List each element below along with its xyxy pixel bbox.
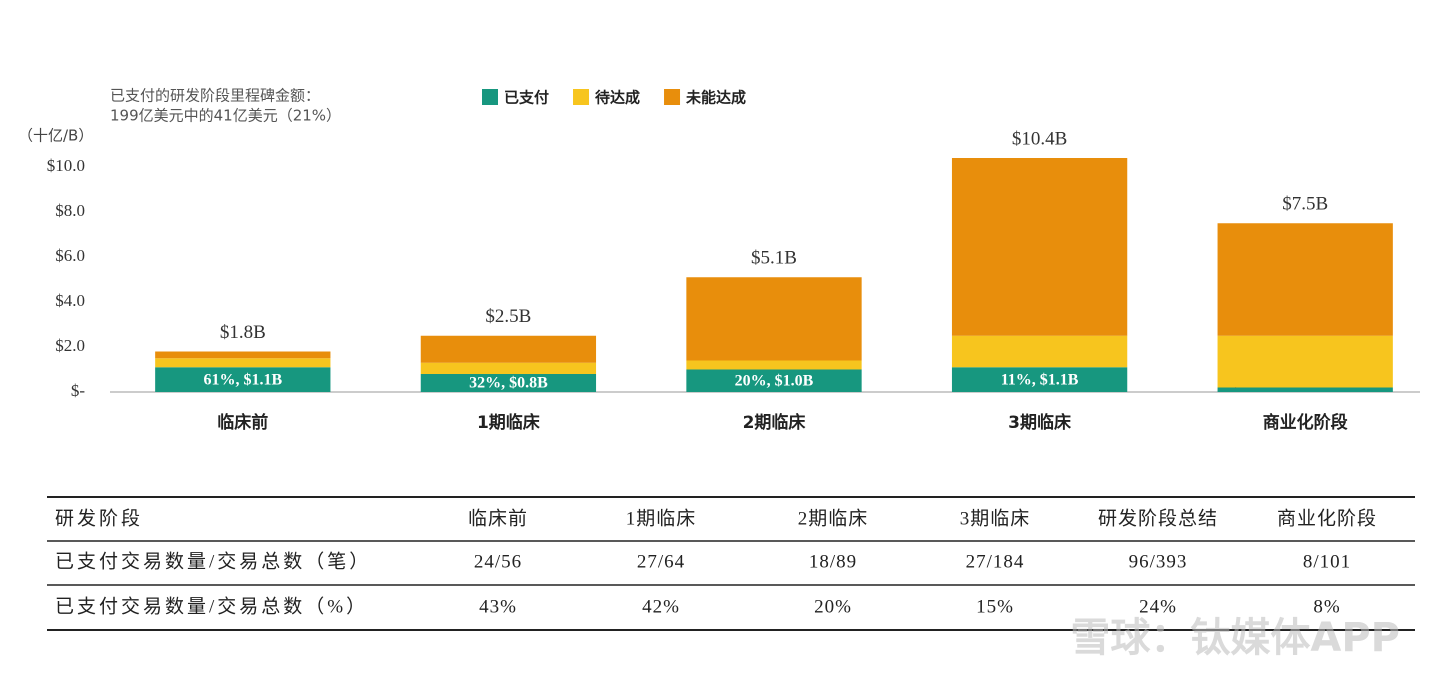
- bar-segment: [155, 358, 331, 368]
- legend-swatch: [664, 89, 681, 105]
- table-header: 1期临床: [626, 507, 697, 529]
- table-cell: 20%: [814, 596, 852, 617]
- legend-label: 待达成: [595, 89, 640, 107]
- table-cell: 24%: [1139, 596, 1177, 617]
- y-tick-label: $6.0: [55, 246, 85, 265]
- bar-segment: [155, 367, 331, 392]
- bar-segment: [1217, 335, 1393, 388]
- table-cell: 已支付交易数量/交易总数（笔）: [55, 550, 371, 572]
- bar-segment: [420, 362, 597, 374]
- legend-swatch: [482, 89, 498, 105]
- segment-label: 32%, $0.8B: [469, 375, 548, 392]
- bar-segment: [951, 367, 1128, 392]
- total-label: $10.4B: [1012, 128, 1067, 149]
- legend-swatch: [573, 89, 590, 105]
- table-header: 研发阶段总结: [1098, 507, 1218, 529]
- table-cell: 24/56: [474, 551, 522, 572]
- table-cell: 已支付交易数量/交易总数（%）: [55, 595, 368, 617]
- total-label: $2.5B: [485, 306, 531, 327]
- bar-segment: [1217, 387, 1393, 392]
- watermark: 雪球：钛媒体APP: [1070, 615, 1400, 661]
- subtitle: 已支付的研发阶段里程碑金额：: [110, 87, 320, 105]
- bar-segment: [1217, 223, 1393, 336]
- bar-segment: [420, 335, 597, 363]
- bar-segment: [951, 158, 1128, 336]
- bar-segment: [686, 277, 862, 361]
- x-tick-label: 2期临床: [743, 412, 807, 433]
- table-cell: 8%: [1313, 596, 1340, 617]
- segment-label: 11%, $1.1B: [1001, 371, 1079, 388]
- table-cell: 43%: [479, 596, 517, 617]
- y-tick-label: $-: [71, 381, 86, 400]
- y-tick-label: $10.0: [47, 156, 85, 175]
- table-cell: 18/89: [809, 551, 857, 572]
- x-tick-label: 3期临床: [1008, 412, 1072, 433]
- y-tick-label: $2.0: [55, 336, 85, 355]
- legend-label: 已支付: [504, 89, 549, 107]
- total-label: $5.1B: [751, 248, 797, 269]
- table-header: 2期临床: [798, 507, 869, 529]
- subtitle: 199亿美元中的41亿美元（21%）: [110, 107, 341, 125]
- x-tick-label: 商业化阶段: [1263, 412, 1348, 433]
- y-tick-label: $8.0: [55, 201, 85, 220]
- table-header: 3期临床: [960, 507, 1031, 529]
- table-cell: 8/101: [1303, 551, 1351, 572]
- x-tick-label: 临床前: [217, 412, 268, 433]
- bar-segment: [951, 335, 1128, 368]
- total-label: $1.8B: [220, 322, 266, 343]
- total-label: $7.5B: [1282, 194, 1328, 215]
- y-tick-label: $4.0: [55, 291, 85, 310]
- bar-segment: [686, 369, 862, 392]
- table-cell: 15%: [976, 596, 1014, 617]
- table-cell: 27/64: [637, 551, 685, 572]
- table-cell: 96/393: [1129, 551, 1188, 572]
- x-tick-label: 1期临床: [477, 412, 541, 433]
- segment-label: 61%, $1.1B: [203, 371, 282, 388]
- legend-label: 未能达成: [685, 89, 746, 107]
- segment-label: 20%, $1.0B: [735, 372, 814, 389]
- bar-segment: [155, 351, 331, 359]
- table-header: 临床前: [468, 507, 528, 529]
- table-header: 商业化阶段: [1277, 507, 1377, 529]
- bar-segment: [420, 374, 597, 392]
- table-header: 研发阶段: [55, 507, 143, 529]
- y-axis-label: （十亿/B）: [18, 127, 93, 145]
- table-cell: 27/184: [966, 551, 1025, 572]
- table-cell: 42%: [642, 596, 680, 617]
- bar-segment: [686, 360, 862, 370]
